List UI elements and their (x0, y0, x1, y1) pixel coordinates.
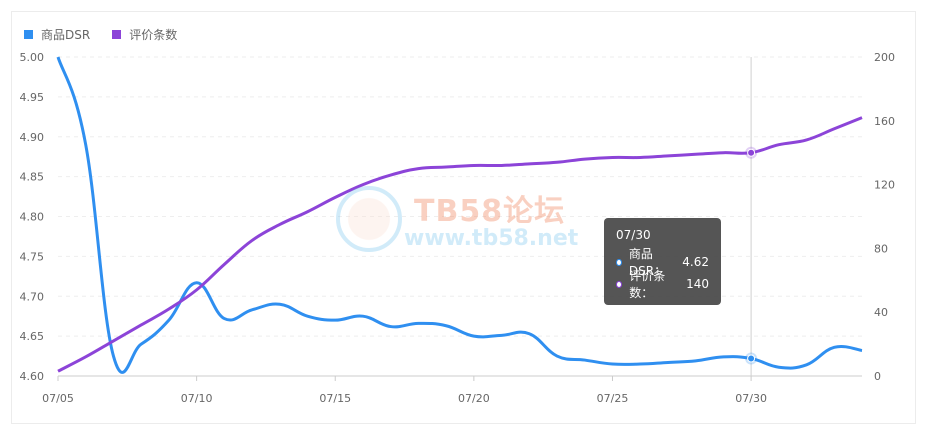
left-tick-label: 4.60 (20, 370, 45, 383)
tooltip-date: 07/30 (616, 228, 651, 242)
legend-swatch-reviews (112, 30, 122, 39)
right-tick-label: 0 (874, 370, 881, 383)
highlight-point[interactable] (747, 354, 756, 363)
right-tick-label: 40 (874, 306, 888, 319)
right-tick-label: 200 (874, 51, 895, 64)
x-tick-label: 07/25 (597, 392, 629, 405)
left-tick-label: 4.95 (20, 91, 45, 104)
tooltip-value-dsr: 4.62 (682, 255, 709, 269)
chart-card (11, 11, 916, 424)
left-tick-label: 4.85 (20, 171, 45, 184)
x-tick-label: 07/30 (735, 392, 767, 405)
right-tick-label: 80 (874, 242, 888, 255)
legend-item-dsr[interactable]: 商品DSR (24, 26, 90, 43)
highlight-point[interactable] (747, 148, 756, 157)
gridlines (58, 56, 862, 377)
left-tick-label: 4.75 (20, 250, 45, 263)
tooltip-label-reviews: 评价条数： (629, 269, 666, 300)
legend-swatch-dsr (24, 30, 33, 39)
x-tick-label: 07/05 (42, 392, 74, 405)
right-tick-label: 160 (874, 115, 895, 128)
watermark-hand-logo (336, 186, 402, 252)
series-line-dsr[interactable] (56, 56, 863, 374)
highlight-points (745, 146, 758, 365)
tooltip-value-reviews: 140 (686, 277, 709, 291)
left-tick-label: 4.65 (20, 330, 45, 343)
legend: 商品DSR 评价条数 (24, 26, 177, 43)
legend-label-reviews: 评价条数 (129, 28, 178, 42)
left-tick-label: 5.00 (20, 51, 45, 64)
watermark-url: www.tb58.net (404, 226, 579, 251)
chart-tooltip: 07/30 商品DSR： 4.62 评价条数： 140 (604, 218, 721, 305)
left-tick-label: 4.90 (20, 131, 45, 144)
x-tick-label: 07/10 (181, 392, 213, 405)
left-axis-ticks: 5.00 4.95 4.90 4.85 4.80 4.75 4.70 4.65 4.60 (20, 51, 45, 383)
left-tick-label: 4.70 (20, 290, 45, 303)
x-tick-label: 07/15 (319, 392, 351, 405)
tooltip-dot-reviews (616, 280, 623, 288)
left-tick-label: 4.80 (20, 211, 45, 224)
right-tick-label: 120 (874, 179, 895, 192)
x-tick-label: 07/20 (458, 392, 490, 405)
legend-label-dsr: 商品DSR (41, 28, 91, 42)
tooltip-row-dsr: 商品DSR： 4.62 (616, 247, 709, 278)
tooltip-row-reviews: 评价条数： 140 (616, 269, 709, 300)
watermark-title: TB58论坛 (414, 194, 566, 229)
x-axis-ticks: 07/05 07/10 07/15 07/20 07/25 07/30 (42, 376, 767, 405)
series-line-reviews[interactable] (57, 116, 863, 373)
right-axis-ticks: 200 160 120 80 40 0 (874, 51, 895, 383)
tooltip-label-dsr: 商品DSR： (628, 247, 667, 278)
watermark: TB58论坛 www.tb58.net (336, 186, 606, 256)
legend-item-reviews[interactable]: 评价条数 (112, 26, 177, 43)
tooltip-dot-dsr (616, 258, 622, 266)
